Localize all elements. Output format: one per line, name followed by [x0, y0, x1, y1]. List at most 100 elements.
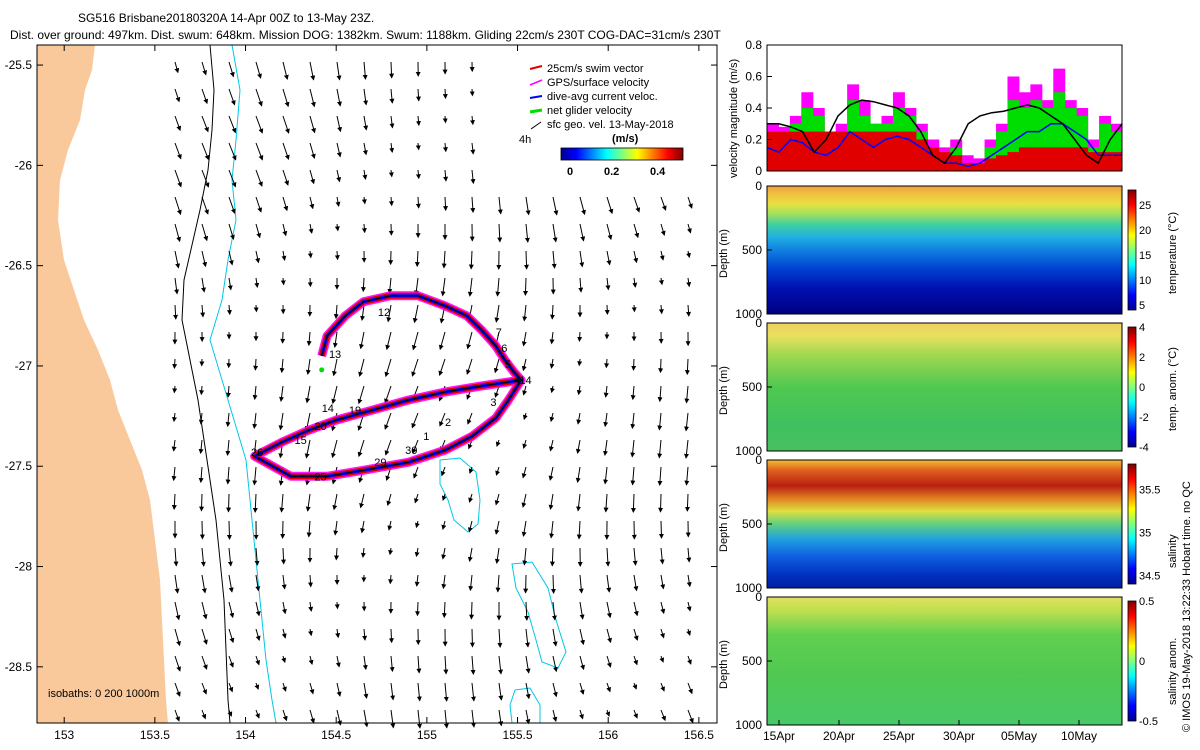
current-arrow	[440, 277, 446, 297]
current-arrow	[389, 61, 395, 79]
current-arrow	[495, 439, 501, 447]
legend-dac-mark	[529, 95, 543, 99]
heatmap-colorbar	[1127, 326, 1137, 448]
heatmap-y-tick-label: 0	[755, 453, 762, 467]
current-arrow	[525, 628, 531, 648]
current-arrow	[632, 277, 638, 288]
waypoint-label: 15	[294, 435, 306, 447]
velocity-bar	[984, 158, 997, 171]
current-arrow	[521, 466, 527, 479]
current-arrow	[228, 682, 234, 693]
current-arrow	[198, 466, 204, 484]
current-arrow	[201, 655, 208, 670]
current-arrow	[684, 412, 689, 432]
current-arrow	[633, 709, 638, 719]
current-arrow	[309, 88, 316, 108]
heatmap-ylabel: Depth (m)	[718, 503, 730, 552]
current-arrow	[579, 601, 585, 620]
current-arrow	[255, 115, 264, 134]
isobath-label: isobaths: 0 200 1000m	[48, 688, 159, 700]
waypoint-label: 3	[490, 397, 496, 409]
current-arrow	[579, 628, 585, 646]
current-arrow	[306, 331, 312, 347]
current-arrow	[362, 655, 368, 671]
heatmap-y-tick-label: 1000	[735, 581, 762, 595]
map-y-tick-label: -28.5	[5, 660, 33, 674]
current-arrow	[632, 682, 638, 690]
heatmap-temperature: 0 500 1000 Depth (m) 25 20 15 10 5 temperature (°…	[718, 179, 1179, 321]
heatmap-y-tick-label: 1000	[735, 307, 762, 321]
current-arrow	[605, 277, 611, 291]
current-arrow	[174, 169, 182, 188]
current-arrow	[606, 250, 612, 266]
map-legend: 25cm/s swim vector GPS/surface velocity …	[519, 63, 684, 178]
current-arrow	[686, 601, 692, 612]
current-arrow	[255, 88, 263, 107]
current-arrow	[525, 196, 531, 216]
velocity-bar	[1053, 147, 1066, 171]
legend-dac: dive-avg current veloc.	[547, 91, 658, 103]
current-arrow	[174, 223, 182, 243]
current-arrow	[174, 277, 180, 295]
current-arrow	[228, 115, 237, 134]
current-arrow	[524, 601, 530, 621]
velocity-bar	[1007, 100, 1020, 171]
velocity-y-tick-label: 0.4	[745, 101, 762, 115]
current-arrow	[548, 493, 554, 510]
velocity-bar	[1041, 147, 1054, 171]
velocity-y-tick-label: 0.6	[745, 70, 762, 84]
current-arrow	[279, 358, 285, 374]
velocity-bar	[1110, 152, 1123, 171]
time-tick-label: 30Apr	[943, 729, 975, 743]
heatmap-field	[767, 186, 1122, 314]
current-arrow	[523, 277, 529, 296]
current-arrow	[633, 250, 639, 264]
current-arrow	[282, 223, 288, 237]
current-arrow	[389, 142, 395, 154]
current-arrow	[282, 196, 289, 212]
current-arrow	[603, 412, 609, 428]
isobath-1000m	[209, 44, 277, 724]
current-arrow	[174, 601, 181, 621]
current-arrow	[579, 709, 584, 720]
current-arrow	[173, 547, 179, 567]
legend-swim: 25cm/s swim vector	[547, 63, 644, 75]
current-arrow	[686, 250, 691, 259]
current-arrow	[441, 601, 447, 619]
current-arrow	[438, 358, 446, 377]
current-arrow	[551, 250, 557, 269]
current-arrow	[441, 547, 447, 560]
current-arrow	[255, 250, 261, 264]
velocity-bar	[1018, 108, 1031, 171]
waypoint-label: 1	[423, 431, 429, 443]
heatmap-colorbar	[1127, 463, 1137, 585]
heatmap-y-tick-label: 0	[755, 316, 762, 330]
current-arrow	[659, 547, 665, 565]
colorbar-tick-label: -0.5	[1139, 716, 1158, 728]
current-arrow	[362, 61, 368, 80]
current-arrow	[308, 628, 313, 637]
current-arrow	[201, 574, 207, 594]
current-arrow	[524, 223, 530, 243]
current-arrow	[174, 682, 181, 697]
current-arrow	[606, 601, 612, 619]
current-arrow	[361, 196, 367, 205]
current-arrow	[521, 520, 527, 537]
current-arrow	[363, 709, 369, 728]
current-arrow	[255, 223, 262, 239]
current-arrow	[658, 520, 664, 539]
current-arrow	[336, 61, 342, 81]
current-arrow	[279, 493, 285, 513]
current-arrow	[603, 493, 609, 513]
current-arrow	[686, 547, 692, 563]
current-arrow	[605, 547, 611, 567]
current-arrow	[308, 655, 314, 666]
current-arrow	[576, 520, 582, 540]
current-arrow	[687, 196, 693, 209]
current-arrow	[660, 628, 665, 639]
current-arrow	[470, 142, 476, 155]
current-arrow	[549, 520, 555, 539]
current-arrow	[255, 142, 264, 161]
current-arrow	[657, 439, 663, 459]
